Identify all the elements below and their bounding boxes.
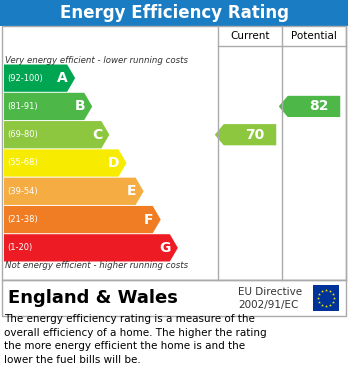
Text: (92-100): (92-100) (7, 74, 43, 83)
Polygon shape (4, 178, 144, 205)
Text: (81-91): (81-91) (7, 102, 38, 111)
Text: Very energy efficient - lower running costs: Very energy efficient - lower running co… (5, 56, 188, 65)
Text: The energy efficiency rating is a measure of the
overall efficiency of a home. T: The energy efficiency rating is a measur… (4, 314, 267, 365)
Text: EU Directive: EU Directive (238, 287, 302, 297)
Text: (69-80): (69-80) (7, 130, 38, 139)
Text: E: E (127, 184, 137, 198)
Polygon shape (4, 234, 178, 262)
Polygon shape (4, 93, 92, 120)
Text: F: F (144, 213, 154, 226)
Text: (21-38): (21-38) (7, 215, 38, 224)
Text: Energy Efficiency Rating: Energy Efficiency Rating (60, 4, 288, 22)
Text: C: C (92, 128, 102, 142)
Polygon shape (4, 121, 109, 148)
Bar (2, 280, 346, 316)
Polygon shape (215, 124, 276, 145)
Text: Current: Current (230, 31, 270, 41)
Polygon shape (4, 206, 161, 233)
Text: B: B (74, 99, 85, 113)
Polygon shape (279, 96, 340, 117)
Text: (39-54): (39-54) (7, 187, 38, 196)
Text: 70: 70 (245, 128, 264, 142)
Text: D: D (108, 156, 119, 170)
Bar (313, 285, 339, 311)
Text: Potential: Potential (291, 31, 337, 41)
Polygon shape (4, 149, 126, 177)
Text: 2002/91/EC: 2002/91/EC (238, 300, 298, 310)
Text: (1-20): (1-20) (7, 243, 32, 252)
Text: England & Wales: England & Wales (8, 289, 178, 307)
Text: G: G (159, 241, 171, 255)
Bar (2, 26, 346, 280)
Polygon shape (4, 65, 75, 92)
Text: 82: 82 (309, 99, 328, 113)
Text: A: A (57, 71, 68, 85)
Bar (0, 0, 348, 26)
Text: Not energy efficient - higher running costs: Not energy efficient - higher running co… (5, 261, 188, 270)
Text: (55-68): (55-68) (7, 158, 38, 167)
